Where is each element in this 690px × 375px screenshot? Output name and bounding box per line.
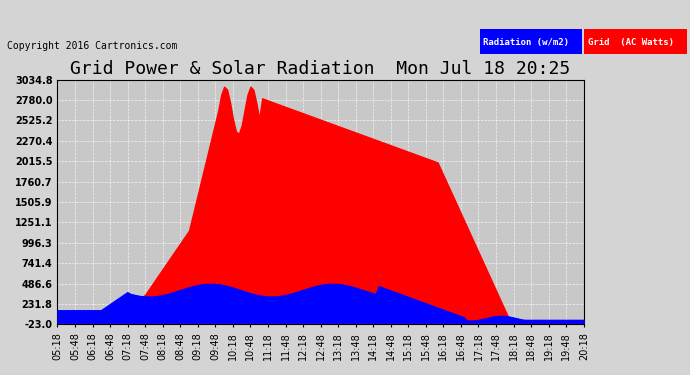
- Text: Copyright 2016 Cartronics.com: Copyright 2016 Cartronics.com: [7, 41, 177, 51]
- Text: Grid  (AC Watts): Grid (AC Watts): [588, 38, 674, 47]
- Text: Radiation (w/m2): Radiation (w/m2): [483, 38, 569, 47]
- Title: Grid Power & Solar Radiation  Mon Jul 18 20:25: Grid Power & Solar Radiation Mon Jul 18 …: [70, 60, 571, 78]
